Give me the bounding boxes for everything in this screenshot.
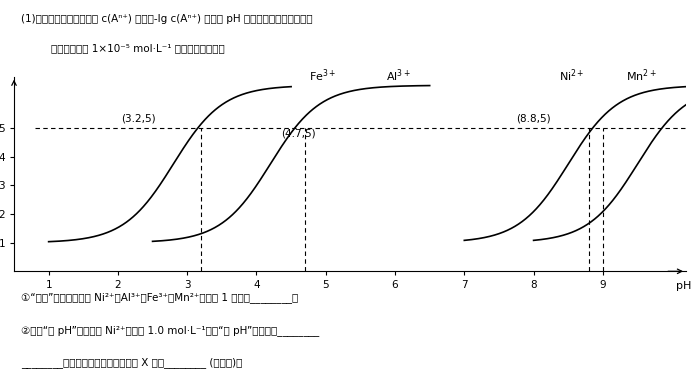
Text: ①“酸没”后滤液中含有 Ni²⁺、Al³⁺、Fe³⁺、Mn²⁺，滤渣 1 成分为________。: ①“酸没”后滤液中含有 Ni²⁺、Al³⁺、Fe³⁺、Mn²⁺，滤渣 1 成分为… — [21, 292, 298, 303]
Text: (4.7,5): (4.7,5) — [281, 128, 315, 138]
Text: Fe$^{3+}$: Fe$^{3+}$ — [309, 67, 336, 84]
Text: ________；下列试剂最适合作为物质 X 的是________ (填字母)。: ________；下列试剂最适合作为物质 X 的是________ (填字母)。 — [21, 357, 242, 368]
Text: Mn$^{2+}$: Mn$^{2+}$ — [626, 67, 657, 84]
Text: Ni$^{2+}$: Ni$^{2+}$ — [559, 67, 584, 84]
Text: Al$^{3+}$: Al$^{3+}$ — [386, 67, 411, 84]
Text: (3.2,5): (3.2,5) — [121, 114, 156, 124]
Text: (8.8,5): (8.8,5) — [517, 114, 551, 124]
Text: ②如果“调 pH”后溶液中 Ni²⁺浓度为 1.0 mol·L⁻¹，则“调 pH”的范围是________: ②如果“调 pH”后溶液中 Ni²⁺浓度为 1.0 mol·L⁻¹，则“调 pH… — [21, 325, 319, 336]
Text: (1)溶液中金属离子浓度用 c(Aⁿ⁺) 表示，-lg c(Aⁿ⁺) 随溶液 pH 变化如图所示。当溶液中: (1)溶液中金属离子浓度用 c(Aⁿ⁺) 表示，-lg c(Aⁿ⁺) 随溶液 p… — [21, 14, 312, 24]
Text: 某离子浓度为 1×10⁻⁵ mol·L⁻¹ 时认为沉淠完全。: 某离子浓度为 1×10⁻⁵ mol·L⁻¹ 时认为沉淠完全。 — [51, 43, 225, 53]
Text: pH: pH — [676, 281, 691, 291]
